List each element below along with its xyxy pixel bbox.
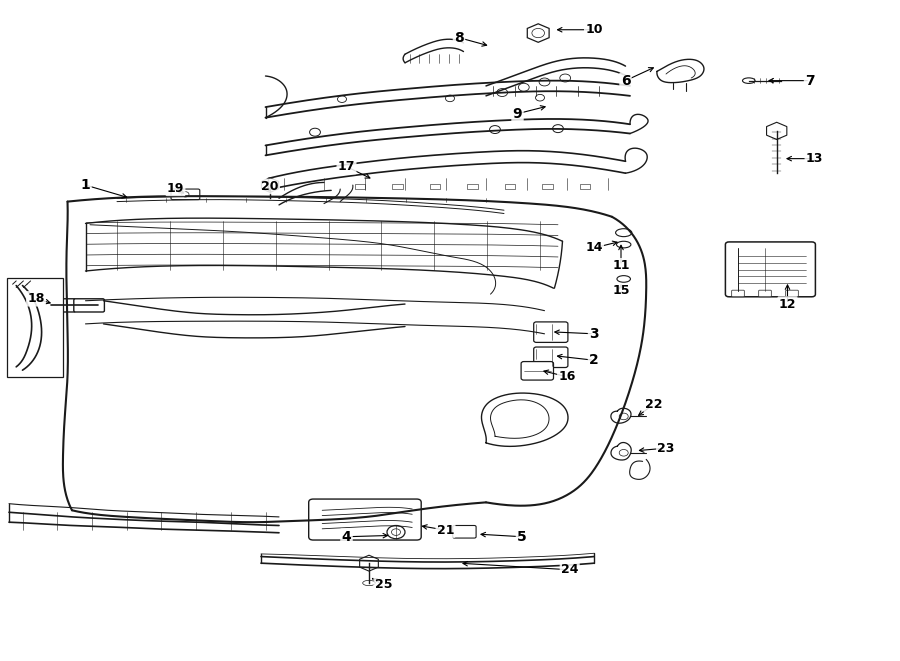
FancyBboxPatch shape xyxy=(534,322,568,342)
Text: 2: 2 xyxy=(590,353,598,368)
Circle shape xyxy=(560,74,571,82)
Circle shape xyxy=(310,128,320,136)
FancyBboxPatch shape xyxy=(453,525,476,538)
Circle shape xyxy=(338,96,346,102)
Text: 7: 7 xyxy=(806,73,814,88)
FancyBboxPatch shape xyxy=(45,299,76,312)
Text: 15: 15 xyxy=(612,284,630,297)
Text: 19: 19 xyxy=(166,182,184,195)
Circle shape xyxy=(619,449,628,456)
Circle shape xyxy=(387,525,405,539)
Text: 13: 13 xyxy=(806,152,824,165)
FancyBboxPatch shape xyxy=(74,299,104,312)
Circle shape xyxy=(518,83,529,91)
Bar xyxy=(467,184,478,189)
Text: 17: 17 xyxy=(338,160,356,173)
Circle shape xyxy=(539,78,550,86)
Text: 1: 1 xyxy=(81,178,90,192)
Ellipse shape xyxy=(742,78,755,83)
Circle shape xyxy=(182,192,189,197)
FancyBboxPatch shape xyxy=(732,290,744,297)
Text: 21: 21 xyxy=(436,524,454,537)
Bar xyxy=(355,184,365,189)
Text: 24: 24 xyxy=(561,563,579,576)
Text: 11: 11 xyxy=(612,259,630,272)
FancyBboxPatch shape xyxy=(786,290,798,297)
FancyBboxPatch shape xyxy=(309,499,421,540)
Circle shape xyxy=(553,125,563,133)
Text: 12: 12 xyxy=(778,297,796,311)
FancyBboxPatch shape xyxy=(521,362,553,380)
Text: 3: 3 xyxy=(590,327,598,341)
Circle shape xyxy=(497,89,508,97)
FancyBboxPatch shape xyxy=(534,347,568,368)
Text: 6: 6 xyxy=(621,73,630,88)
Text: 25: 25 xyxy=(374,578,392,592)
Circle shape xyxy=(532,28,544,38)
Circle shape xyxy=(536,95,544,101)
Circle shape xyxy=(446,95,454,102)
Bar xyxy=(505,184,516,189)
Circle shape xyxy=(490,126,500,134)
Text: 22: 22 xyxy=(644,398,662,411)
Text: 20: 20 xyxy=(261,180,279,193)
FancyBboxPatch shape xyxy=(171,189,200,200)
Text: 23: 23 xyxy=(657,442,675,455)
Ellipse shape xyxy=(363,580,375,586)
Text: 5: 5 xyxy=(518,529,526,544)
Text: 14: 14 xyxy=(585,241,603,254)
Text: 10: 10 xyxy=(585,23,603,36)
Bar xyxy=(429,184,440,189)
Ellipse shape xyxy=(616,241,631,248)
FancyBboxPatch shape xyxy=(759,290,771,297)
Text: 18: 18 xyxy=(27,292,45,305)
Text: 9: 9 xyxy=(513,106,522,121)
Text: 4: 4 xyxy=(342,529,351,544)
Bar xyxy=(7,278,63,377)
Circle shape xyxy=(392,529,400,535)
Text: 8: 8 xyxy=(454,30,464,45)
FancyBboxPatch shape xyxy=(725,242,815,297)
Bar xyxy=(392,184,403,189)
Ellipse shape xyxy=(616,229,632,237)
Ellipse shape xyxy=(616,276,630,282)
Circle shape xyxy=(619,413,628,420)
Text: 16: 16 xyxy=(558,370,576,383)
Bar xyxy=(542,184,553,189)
Bar xyxy=(580,184,590,189)
